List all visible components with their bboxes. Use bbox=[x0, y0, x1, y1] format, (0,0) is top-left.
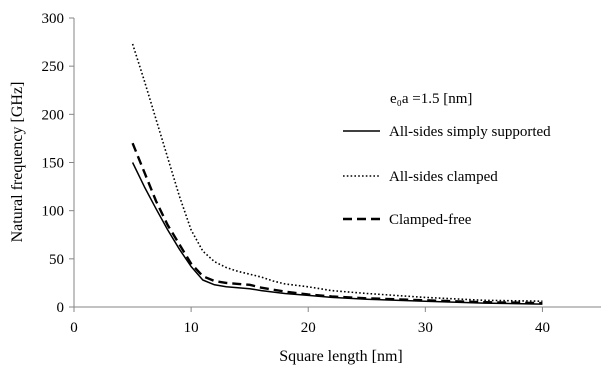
y-tick-label: 250 bbox=[42, 59, 65, 75]
x-tick-label: 0 bbox=[70, 320, 78, 336]
legend-items: All-sides simply supported All-sides clam… bbox=[343, 124, 551, 228]
x-tick-label: 20 bbox=[301, 320, 316, 336]
series-line-3 bbox=[131, 142, 543, 305]
legend-label-1: All-sides simply supported bbox=[389, 124, 551, 140]
legend: e₀a =1.5 [nm] All-sides simply supported… bbox=[343, 91, 551, 228]
y-tick-label: 50 bbox=[49, 252, 64, 268]
legend-label-2: All-sides clamped bbox=[389, 169, 498, 185]
y-tick-label: 200 bbox=[42, 107, 65, 123]
series-group bbox=[131, 43, 543, 305]
x-tick-label: 40 bbox=[535, 320, 550, 336]
y-tick-label: 100 bbox=[42, 204, 65, 220]
x-axis-title: Square length [nm] bbox=[279, 348, 403, 365]
legend-label-3: Clamped-free bbox=[389, 212, 472, 228]
x-tick-label: 30 bbox=[418, 320, 433, 336]
plot-axes bbox=[69, 17, 601, 312]
y-tick-label: 150 bbox=[42, 156, 65, 172]
y-axis-title: Natural frequency [GHz] bbox=[9, 82, 26, 243]
series-line-1 bbox=[131, 162, 543, 305]
y-tick-label: 0 bbox=[57, 300, 65, 316]
tick-labels: 0 50 100 150 200 250 300 0 10 20 30 40 bbox=[42, 11, 550, 336]
y-tick-label: 300 bbox=[42, 11, 65, 27]
x-tick-label: 10 bbox=[184, 320, 199, 336]
series-line-2 bbox=[131, 43, 543, 302]
legend-title: e₀a =1.5 [nm] bbox=[390, 91, 472, 107]
